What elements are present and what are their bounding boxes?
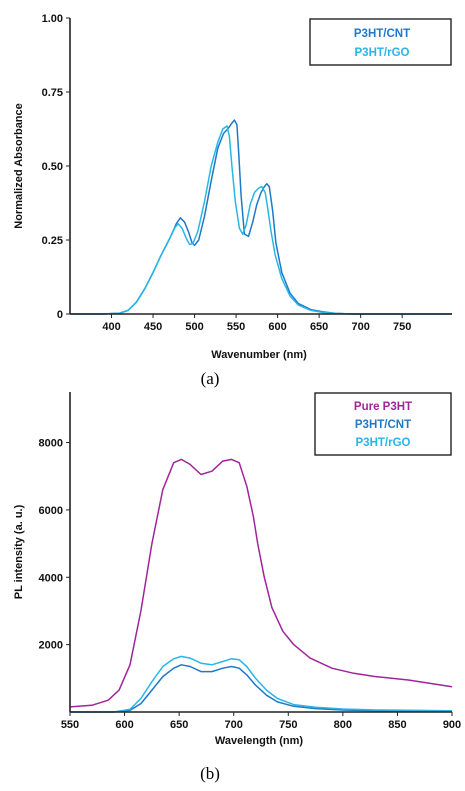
chart-a-y-tick-label: 0 — [57, 309, 63, 321]
chart-b-y-tick-label: 6000 — [39, 505, 63, 517]
chart-b-y-tick-label: 4000 — [39, 572, 63, 584]
chart-a-y-tick-label: 0.75 — [42, 87, 63, 99]
chart-b-series-p3ht-cnt — [70, 664, 453, 713]
chart-b-x-tick-label: 650 — [170, 719, 188, 731]
chart-b-legend-pure-p3ht: Pure P3HT — [354, 401, 412, 413]
chart-a-legend: P3HT/CNT P3HT/rGO — [309, 18, 452, 66]
chart-b-y-label: PL intensity (a. u.) — [13, 504, 25, 599]
chart-b-legend-p3ht-cnt: P3HT/CNT — [355, 419, 411, 431]
chart-a-plot-area — [70, 119, 452, 315]
chart-a-x-tick-label: 500 — [185, 321, 203, 333]
chart-a-x-tick-label: 750 — [393, 321, 411, 333]
chart-a-x-tick-label: 450 — [144, 321, 162, 333]
chart-b-series-p3ht-rgo — [70, 655, 453, 713]
chart-a-x-tick-label: 600 — [268, 321, 286, 333]
chart-b-ticks: 550 600 650 700 750 800 850 900 2000 4000 6000 8000 — [39, 438, 462, 731]
chart-a-y-tick-label: 0.50 — [42, 161, 63, 173]
chart-a: 400 450 500 550 600 650 700 750 0 0.25 0.50 0.75 1.0… — [13, 13, 452, 361]
chart-a-x-label: Wavenumber (nm) — [211, 349, 307, 361]
chart-a-ticks: 400 450 500 550 600 650 700 750 0 0.25 0.50 0.75 1.0… — [42, 13, 412, 333]
chart-b-series-pure-p3ht — [69, 458, 453, 708]
chart-a-series-p3ht-cnt — [70, 119, 452, 315]
chart-b-legend-p3ht-rgo: P3HT/rGO — [356, 437, 411, 449]
chart-b-x-label: Wavelength (nm) — [215, 735, 304, 747]
panel-label-a: (a) — [201, 369, 220, 388]
chart-b-x-tick-label: 600 — [115, 719, 133, 731]
chart-b-x-tick-label: 900 — [443, 719, 461, 731]
panel-label-b: (b) — [200, 764, 220, 783]
chart-a-y-tick-label: 0.25 — [42, 235, 63, 247]
chart-a-series-p3ht-rgo — [70, 125, 452, 315]
chart-a-y-tick-label: 1.00 — [42, 13, 63, 25]
chart-b-legend: Pure P3HT P3HT/CNT P3HT/rGO — [314, 392, 452, 456]
chart-a-legend-p3ht-cnt: P3HT/CNT — [354, 28, 410, 40]
chart-a-y-label: Normalized Absorbance — [13, 103, 25, 229]
chart-b-x-tick-label: 750 — [279, 719, 297, 731]
chart-b: 550 600 650 700 750 800 850 900 2000 4000 6000 8000… — [13, 392, 461, 747]
chart-b-plot-area — [69, 458, 453, 713]
chart-b-x-tick-label: 800 — [334, 719, 352, 731]
chart-b-y-tick-label: 8000 — [39, 438, 63, 450]
chart-a-legend-p3ht-rgo: P3HT/rGO — [355, 47, 410, 59]
chart-b-y-tick-label: 2000 — [39, 640, 63, 652]
chart-b-legend-box — [314, 392, 452, 456]
chart-a-x-tick-label: 550 — [227, 321, 245, 333]
chart-b-x-tick-label: 850 — [388, 719, 406, 731]
chart-a-legend-box — [309, 18, 452, 66]
chart-b-x-tick-label: 550 — [61, 719, 79, 731]
chart-a-x-tick-label: 400 — [102, 321, 120, 333]
chart-a-x-tick-label: 650 — [310, 321, 328, 333]
chart-b-x-tick-label: 700 — [225, 719, 243, 731]
chart-a-x-tick-label: 700 — [351, 321, 369, 333]
